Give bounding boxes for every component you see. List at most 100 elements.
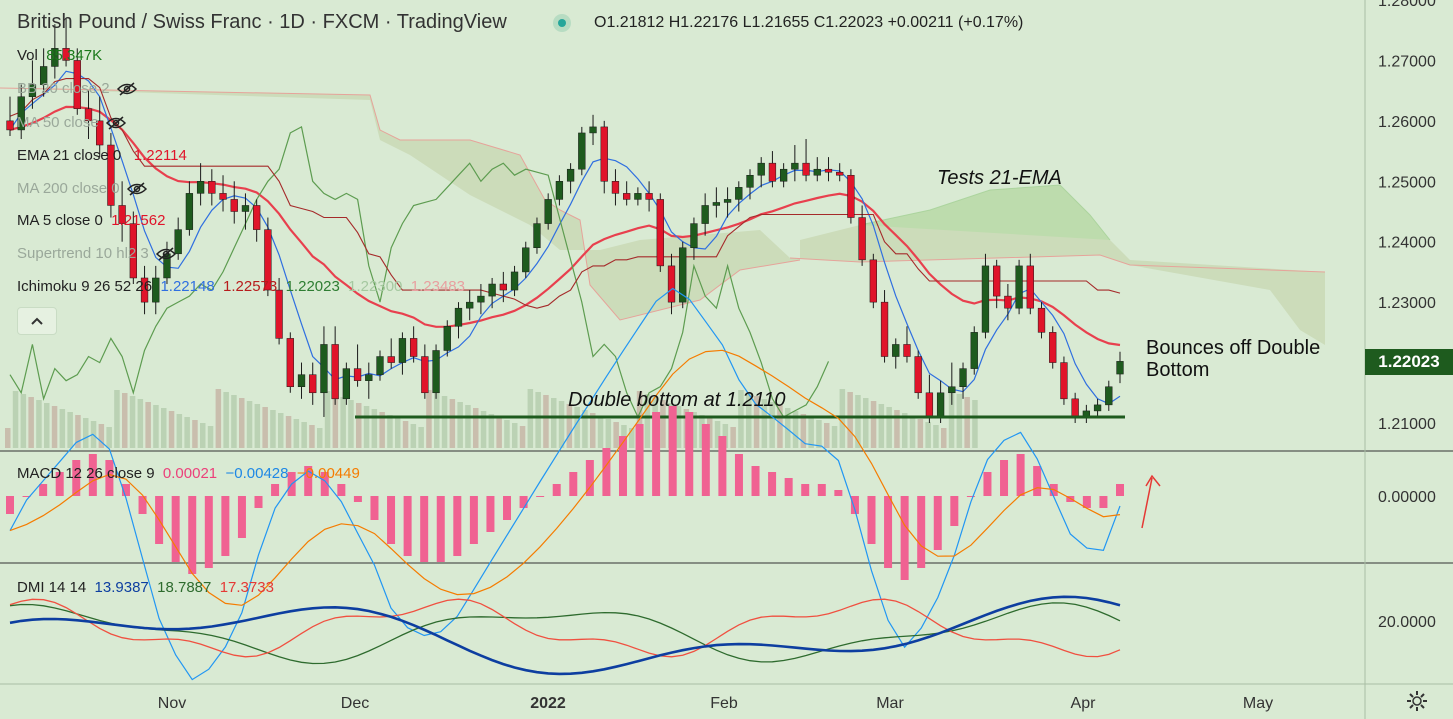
macd-histogram-bar: [1099, 496, 1108, 508]
candle-body: [824, 168, 833, 173]
volume-bar: [605, 419, 612, 448]
volume-bar: [777, 405, 783, 448]
candle-body: [813, 168, 821, 176]
candle-body: [387, 356, 395, 363]
dmi-legend[interactable]: DMI 14 14 13.9387 18.7887 17.3733: [17, 579, 274, 596]
macd-histogram-bar: [486, 496, 495, 532]
candle-body: [611, 181, 620, 194]
candle-body: [645, 193, 653, 200]
hidden-eye-icon[interactable]: [105, 116, 127, 130]
ma5-line: [9, 70, 1121, 405]
candle-body: [241, 205, 250, 212]
macd-histogram-bar: [171, 496, 180, 562]
price-tick-label: 1.21000: [1378, 416, 1436, 433]
candle-body: [869, 259, 877, 303]
hidden-eye-icon[interactable]: [116, 82, 138, 96]
volume-bar: [20, 394, 27, 448]
ma50-legend[interactable]: MA 50 close: [17, 114, 127, 131]
macd-histogram-bar: [569, 472, 578, 496]
candle-body: [510, 271, 519, 291]
volume-bar: [769, 402, 775, 448]
volume-bar: [161, 408, 167, 448]
volume-bar: [730, 427, 736, 448]
macd-histogram-bar: [701, 424, 710, 496]
cloud-green: [859, 184, 1111, 241]
macd-histogram-bar: [420, 496, 429, 562]
candle-body: [544, 199, 552, 224]
symbol-title[interactable]: British Pound / Swiss Franc · 1D · FXCM …: [17, 11, 507, 33]
price-tick-label: 1.26000: [1378, 114, 1436, 131]
candle-body: [555, 181, 564, 200]
ichimoku-cloud: [0, 87, 1326, 345]
candle-body: [701, 205, 709, 224]
ma5-legend[interactable]: MA 5 close 0 1.21562: [17, 212, 166, 229]
volume-bar: [574, 407, 580, 448]
macd-histogram-bar: [337, 484, 346, 496]
ma200-legend[interactable]: MA 200 close 0: [17, 180, 148, 197]
candle-body: [746, 174, 754, 188]
candle-body: [320, 344, 328, 394]
candle-body: [107, 144, 115, 206]
macd-histogram-bar: [271, 484, 280, 496]
hidden-eye-icon[interactable]: [155, 247, 177, 261]
time-tick-label: Apr: [1071, 695, 1097, 712]
macd-histogram-bar: [370, 496, 379, 520]
macd-tick-label: 0.00000: [1378, 489, 1436, 506]
candle-body: [253, 205, 261, 230]
volume-bar: [933, 425, 939, 448]
senkou-span-b: [0, 87, 801, 321]
macd-histogram-bar: [585, 460, 594, 496]
macd-histogram-bar: [950, 496, 959, 526]
volume-bar: [106, 427, 112, 448]
candle-body: [185, 193, 194, 230]
volume-bar: [457, 402, 463, 448]
collapse-legend-button[interactable]: [17, 307, 57, 335]
volume-bar: [348, 400, 354, 448]
candle-body: [488, 283, 496, 297]
volume-bar: [98, 424, 105, 448]
candle-body: [533, 223, 541, 249]
volume-bar: [278, 413, 284, 448]
volume-bar: [792, 411, 799, 448]
hidden-eye-icon[interactable]: [126, 182, 148, 196]
macd-histogram-bar: [834, 490, 843, 496]
candle-body: [948, 386, 956, 394]
volume-bar: [948, 391, 955, 448]
volume-bar: [870, 401, 877, 448]
candle-body: [634, 193, 642, 200]
chevron-up-icon: [31, 317, 43, 325]
volume-bar: [543, 395, 549, 448]
supertrend-legend[interactable]: Supertrend 10 hl2 3: [17, 245, 177, 262]
annotation-double-bottom: Double bottom at 1.2110: [568, 389, 786, 411]
volume-bar: [246, 401, 253, 448]
ema21-legend[interactable]: EMA 21 close 0 1.22114: [17, 147, 187, 164]
macd-histogram-bar: [685, 412, 694, 496]
macd-histogram-bar: [867, 496, 876, 544]
volume-bar: [317, 428, 323, 448]
volume-bar: [44, 403, 50, 448]
macd-histogram-bar: [536, 496, 545, 497]
bb-legend[interactable]: BB 20 close 2: [17, 80, 138, 97]
macd-histogram-bar: [751, 466, 760, 496]
candle-body: [600, 126, 608, 182]
macd-histogram-bar: [453, 496, 462, 556]
candle-body: [735, 187, 743, 200]
volume-bar: [153, 405, 159, 448]
candle-body: [578, 132, 586, 170]
candle-body: [522, 247, 530, 273]
volume-bar: [566, 404, 573, 448]
candlestick-series: [6, 18, 1125, 423]
macd-histogram-bar: [138, 496, 147, 514]
volume-bar: [629, 428, 635, 448]
volume-bar: [800, 414, 807, 448]
pane-separators: [0, 450, 1453, 564]
vol-legend[interactable]: Vol 85.347K: [17, 47, 103, 64]
gear-icon[interactable]: [1405, 689, 1429, 713]
ichimoku-legend[interactable]: Ichimoku 9 26 52 26 1.22148 1.22573 1.22…: [17, 278, 465, 295]
macd-legend[interactable]: MACD 12 26 close 9 0.00021 −0.00428 −0.0…: [17, 465, 360, 482]
candle-body: [118, 205, 126, 224]
candle-body: [667, 265, 676, 303]
volume-bar: [473, 408, 479, 448]
volume-bar: [114, 390, 120, 448]
